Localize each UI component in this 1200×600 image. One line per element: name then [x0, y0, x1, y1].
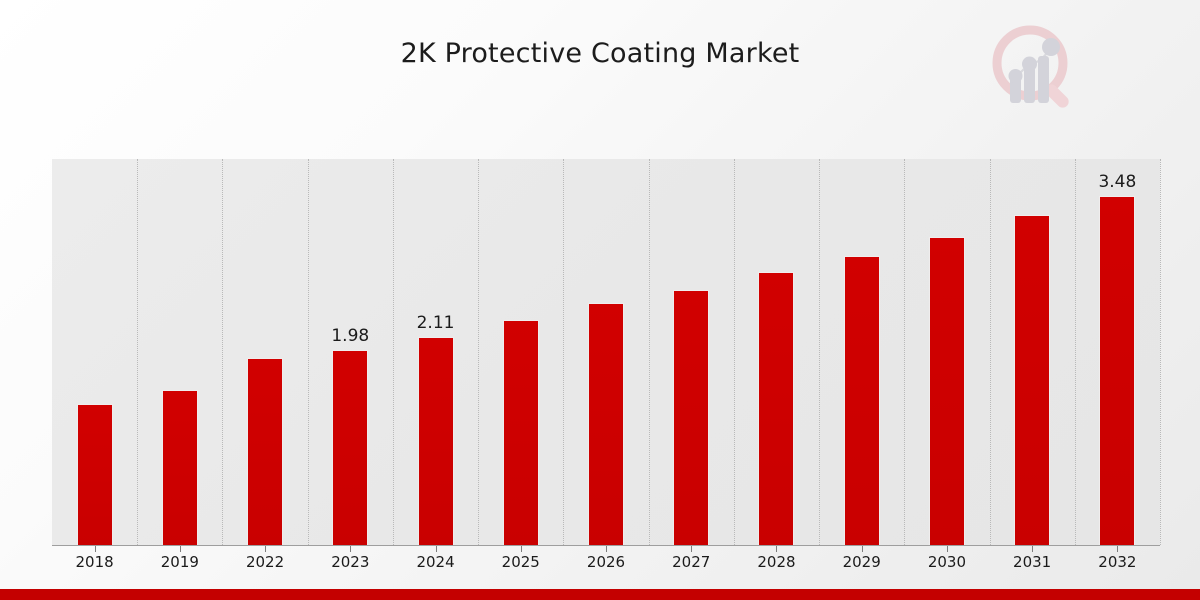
x-tick-label-2030: 2030: [927, 553, 967, 571]
x-tick-2023: [350, 546, 352, 552]
x-tick-label-2018: 2018: [75, 553, 114, 571]
x-tick-2019: [179, 546, 181, 552]
bar-2032[interactable]: [1099, 196, 1136, 545]
x-tick-label-2025: 2025: [501, 553, 540, 571]
bar-2025[interactable]: [502, 320, 539, 545]
bar-value-label-2032: 3.48: [1098, 172, 1137, 192]
bar-2018[interactable]: [76, 404, 113, 545]
x-tick-label-2026: 2026: [586, 553, 626, 571]
bar-2024[interactable]: [417, 337, 454, 545]
x-tick-label-2032: 2032: [1098, 553, 1137, 571]
gridline: [307, 159, 309, 545]
bar-2031[interactable]: [1014, 215, 1051, 545]
x-tick-2018: [94, 546, 96, 552]
bar-2022[interactable]: [247, 358, 284, 545]
x-tick-label-2029: 2029: [842, 553, 881, 571]
bar-2027[interactable]: [673, 290, 710, 545]
gridline: [648, 159, 650, 545]
x-tick-2029: [861, 546, 863, 552]
gridline: [904, 159, 906, 545]
bar-2028[interactable]: [758, 272, 795, 545]
x-tick-2027: [691, 546, 693, 552]
gridline: [563, 159, 565, 545]
x-tick-label-2019: 2019: [160, 553, 199, 571]
gridline: [1074, 159, 1076, 545]
gridline: [478, 159, 480, 545]
x-tick-2028: [776, 546, 778, 552]
x-tick-2032: [1117, 546, 1119, 552]
x-tick-label-2023: 2023: [331, 553, 370, 571]
bar-value-label-2023: 1.98: [331, 326, 370, 346]
gridline: [392, 159, 394, 545]
x-tick-2031: [1032, 546, 1034, 552]
bar-2029[interactable]: [843, 256, 880, 545]
page-title: 2K Protective Coating Market: [400, 38, 800, 69]
x-tick-2024: [435, 546, 437, 552]
x-tick-label-2027: 2027: [672, 553, 711, 571]
gridline: [137, 159, 139, 545]
gridline: [733, 159, 735, 545]
bar-2023[interactable]: [332, 350, 369, 545]
magnifier-bar-chart-logo-icon: [985, 18, 1085, 118]
footer-accent-bar: [0, 589, 1200, 600]
x-tick-label-2031: 2031: [1013, 553, 1052, 571]
gridline: [819, 159, 821, 545]
x-tick-label-2028: 2028: [757, 553, 796, 571]
bar-2026[interactable]: [588, 303, 624, 545]
bar-2019[interactable]: [161, 390, 198, 545]
gridline: [222, 159, 224, 545]
x-tick-2022: [265, 546, 267, 552]
x-axis-line: [52, 545, 1160, 546]
x-tick-2030: [946, 546, 948, 552]
gridline: [989, 159, 991, 545]
bar-2030[interactable]: [928, 237, 965, 545]
x-tick-2025: [520, 546, 522, 552]
gridline: [1160, 159, 1161, 545]
x-tick-label-2022: 2022: [245, 553, 285, 571]
x-tick-label-2024: 2024: [416, 553, 455, 571]
x-tick-2026: [606, 546, 607, 552]
bar-value-label-2024: 2.11: [416, 313, 455, 333]
